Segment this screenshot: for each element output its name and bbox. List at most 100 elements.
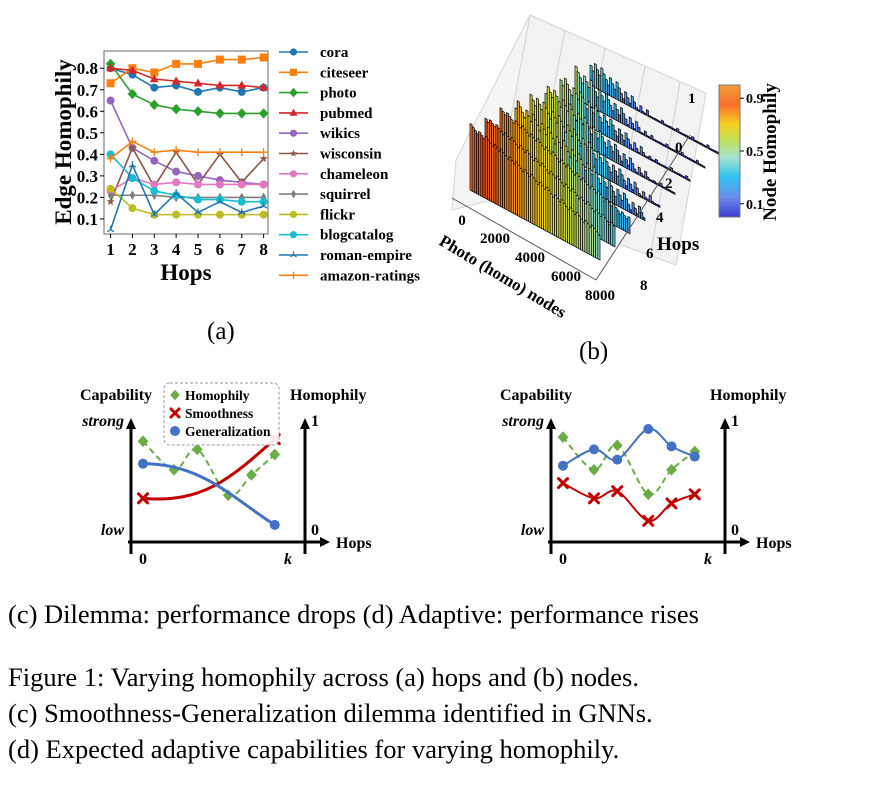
data-point-pubmed — [215, 80, 225, 89]
marker-arm — [153, 214, 159, 218]
surface-facet — [471, 126, 475, 193]
series-cora — [106, 64, 268, 96]
surface-facet — [607, 139, 611, 160]
surface-facet — [547, 189, 551, 234]
surface-facet — [618, 193, 622, 209]
surface-facet — [631, 201, 635, 216]
legend-marker — [170, 426, 180, 436]
surface-facet — [579, 117, 583, 145]
surface-facet — [614, 206, 618, 228]
surface-facet — [549, 192, 553, 235]
data-point-amazon-ratings — [172, 146, 181, 155]
surface-facet — [618, 127, 622, 145]
hop-ridge — [589, 62, 721, 156]
x-tick-label: 2 — [128, 240, 137, 259]
data-point-amazon-ratings — [128, 137, 137, 146]
surface-facet — [685, 174, 689, 181]
surface-facet — [635, 186, 639, 197]
data-point-pubmed — [237, 80, 247, 89]
surface-facet — [545, 186, 549, 233]
data-point-flickr — [128, 204, 137, 213]
legend-item-roman-empire: roman-empire — [279, 248, 412, 264]
data-point-amazon-ratings — [259, 148, 268, 157]
surface-facet — [622, 178, 626, 190]
surface-facet — [493, 143, 497, 205]
data-point-citeseer — [106, 79, 115, 88]
series-generalization — [558, 424, 700, 471]
surface-facet — [596, 68, 600, 91]
surface-facet — [629, 156, 633, 172]
marker-arm — [688, 488, 701, 501]
data-point-cora — [237, 87, 246, 96]
data-point-citeseer — [172, 59, 181, 68]
surface-facet — [652, 179, 656, 185]
data-point-generalization — [589, 444, 599, 455]
surface-facet — [607, 179, 611, 203]
series-line-pubmed — [110, 67, 264, 89]
colorbar-label: Node Homophily — [760, 83, 781, 221]
legend-item-blogcatalog: blogcatalog — [279, 228, 394, 244]
legend-label: wisconsin — [320, 147, 382, 163]
grid-line — [649, 81, 681, 259]
x-axis-start-label: 0 — [139, 551, 147, 568]
data-point-photo — [171, 103, 181, 115]
panel-a-label: (a) — [207, 318, 235, 345]
surface-facet — [600, 94, 604, 114]
surface-facet — [627, 203, 631, 214]
data-point-cora — [194, 87, 203, 96]
legend-marker — [169, 407, 181, 419]
data-point-roman-empire — [238, 208, 246, 216]
data-point-homophily — [689, 445, 701, 458]
data-point-blogcatalog — [194, 195, 203, 204]
surface-facet — [657, 204, 661, 209]
surface-facet — [661, 119, 665, 126]
legend-item-flickr: flickr — [279, 207, 355, 223]
surface-facet — [574, 92, 578, 122]
legend-label: Homophily — [185, 388, 250, 403]
marker-arm — [169, 407, 181, 419]
surface-facet — [633, 181, 637, 196]
data-point-generalization — [689, 451, 700, 462]
data-point-wikics — [150, 156, 159, 165]
series-curve-smoothness — [142, 438, 276, 501]
surface-facet — [644, 196, 648, 202]
surface-facet — [564, 205, 568, 244]
surface-facet — [587, 100, 591, 129]
surface-facet — [641, 110, 645, 115]
surface-facet — [615, 81, 619, 101]
x-tick-label: 8 — [259, 240, 268, 259]
data-point-pubmed — [171, 76, 181, 85]
series-photo — [105, 58, 269, 119]
data-point-smoothness — [665, 497, 678, 510]
surface-facet — [554, 194, 558, 238]
x-tick-label: 4 — [172, 240, 181, 259]
surface-facet — [605, 220, 609, 244]
marker-arm — [293, 254, 297, 258]
legend-label: cora — [320, 45, 349, 61]
surface-facet — [502, 151, 506, 210]
series-blogcatalog — [106, 150, 268, 206]
panel-d-schematic: Capability Homophily strong low 1 0 Hops 0 k — [500, 387, 792, 568]
surface-facet — [525, 172, 529, 223]
surface-facet — [631, 162, 635, 173]
surface-facet — [654, 158, 658, 165]
surface-facet — [610, 221, 614, 247]
data-point-chameleon — [150, 180, 159, 189]
surface-facet — [603, 180, 607, 201]
surface-facet — [611, 82, 615, 99]
marker-arm — [588, 492, 600, 505]
surface-facet — [620, 211, 624, 231]
marker-arm — [216, 201, 221, 205]
surface-facet — [616, 148, 620, 165]
surface-facet — [618, 154, 622, 166]
data-point-blogcatalog — [259, 197, 268, 206]
surface-facet — [615, 108, 619, 123]
data-point-flickr — [215, 210, 224, 219]
surface-facet — [637, 192, 641, 198]
panel-b-label: (b) — [579, 338, 609, 365]
marker-arm — [150, 214, 155, 218]
y-tick-label: 0.6 — [77, 102, 98, 121]
left-axis-top-label: strong — [81, 413, 124, 430]
marker-arm — [238, 211, 243, 216]
legend-label: roman-empire — [320, 248, 412, 264]
